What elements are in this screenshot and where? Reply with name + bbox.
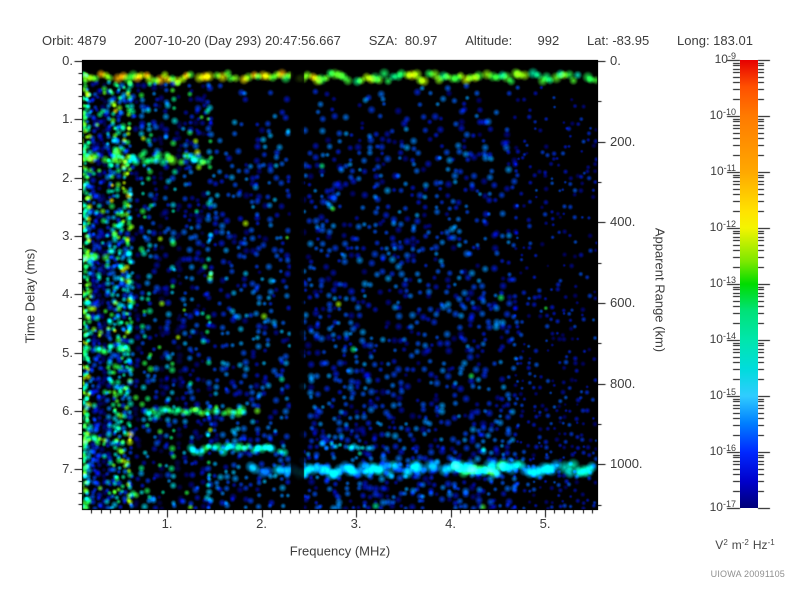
- ionogram-canvas: [82, 60, 598, 510]
- y2-tick-label: 400.: [610, 214, 636, 230]
- header: Orbit: 4879 2007-10-20 (Day 293) 20:47:5…: [42, 33, 753, 48]
- header-field-sza: SZA: 80.97: [368, 33, 438, 48]
- unit-v-base: V: [715, 538, 724, 552]
- unit-hz-sup: -1: [767, 538, 775, 547]
- y-tick-label: 0.: [62, 53, 73, 68]
- y-tick-label: 7.: [62, 461, 73, 477]
- y-tick-label: 1.: [62, 111, 73, 127]
- colorbar-tick-label: 10-14: [709, 331, 736, 346]
- x-tick-label: 1.: [161, 516, 173, 531]
- colorbar-tick-label: 10-12: [709, 219, 736, 234]
- y-tick-label: 4.: [62, 286, 73, 302]
- x-axis-title: Frequency (MHz): [289, 543, 391, 559]
- y-tick-label: 2.: [62, 169, 73, 185]
- unit-hz-base: Hz: [752, 538, 768, 552]
- y-tick-label: 3.: [62, 227, 73, 243]
- colorbar: [740, 60, 758, 508]
- colorbar-tick-label: 10-16: [709, 443, 736, 458]
- y2-axis-title: Apparent Range (km): [652, 227, 668, 353]
- header-field-orbit: Orbit: 4879: [42, 33, 107, 48]
- credit-text: UIOWA 20091105: [710, 569, 785, 579]
- y-tick-label: 6.: [62, 402, 73, 418]
- y2-tick-label: 800.: [610, 375, 636, 391]
- colorbar-tick-label: 10-15: [709, 387, 736, 402]
- colorbar-unit-label: V2 m-2 Hz-1: [688, 538, 800, 552]
- colorbar-tick-label: 10-9: [714, 51, 736, 66]
- y-tick-label: 5.: [62, 344, 73, 360]
- y2-tick-label: 200.: [610, 133, 636, 149]
- y2-tick-label: 0.: [610, 53, 621, 68]
- x-tick-label: 4.: [445, 516, 456, 531]
- y2-tick-label: 1000.: [610, 456, 643, 472]
- colorbar-tick-label: 10-11: [710, 163, 736, 178]
- x-tick-label: 3.: [350, 516, 362, 531]
- colorbar-tick-label: 10-13: [709, 275, 736, 290]
- unit-m-sup: -2: [741, 538, 749, 547]
- colorbar-tick-label: 10-17: [709, 499, 736, 514]
- header-field-datetime: 2007-10-20 (Day 293) 20:47:56.667: [134, 33, 341, 48]
- unit-v-sup: 2: [723, 538, 728, 547]
- unit-m-base: m: [731, 538, 742, 552]
- y2-tick-label: 600.: [610, 294, 636, 310]
- x-tick-label: 2.: [256, 516, 267, 531]
- header-field-lat: Lat: -83.95: [587, 33, 650, 48]
- header-field-altitude: Altitude: 992: [465, 33, 560, 48]
- header-field-long: Long: 183.01: [677, 33, 753, 48]
- colorbar-tick-label: 10-10: [709, 107, 736, 122]
- x-tick-label: 5.: [539, 516, 551, 531]
